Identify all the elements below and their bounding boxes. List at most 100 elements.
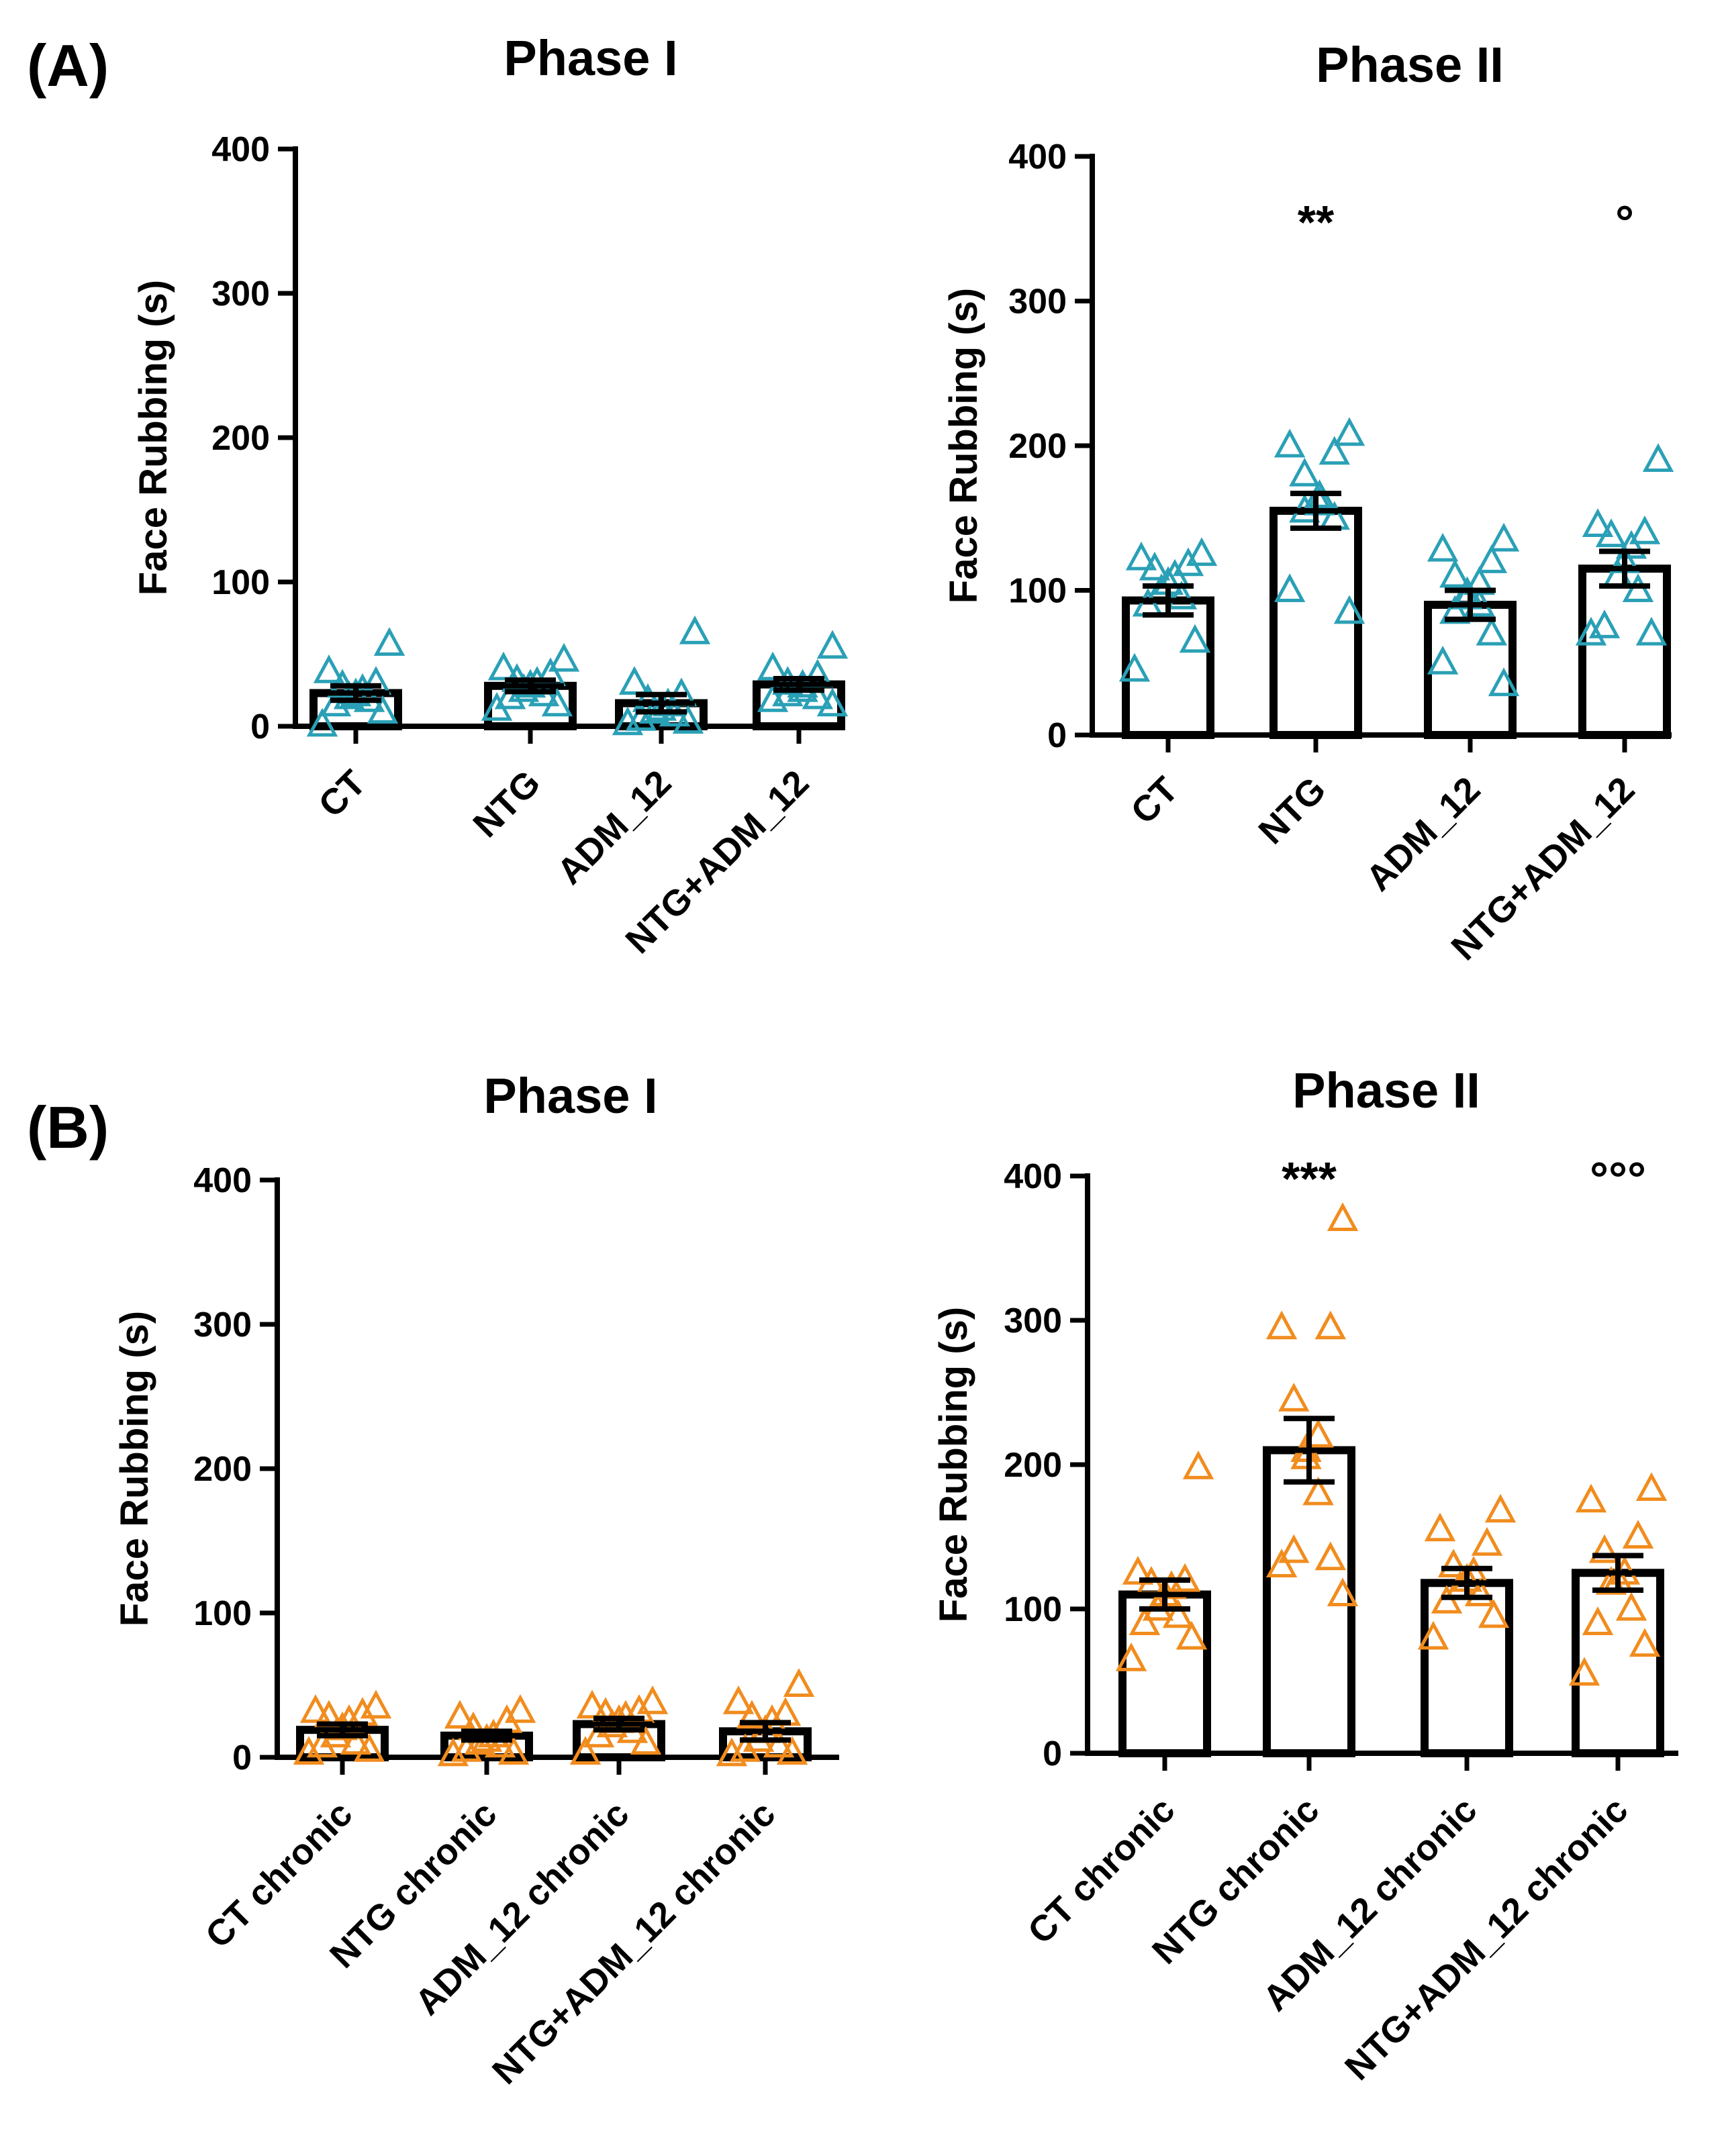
- y-tick-label: 400: [1008, 138, 1067, 177]
- data-point-triangle: [1314, 1310, 1347, 1340]
- chart-title: Phase II: [1316, 37, 1504, 93]
- data-point-triangle: [783, 1668, 815, 1697]
- data-point-triangle: [1488, 522, 1520, 552]
- data-point-triangle: [1635, 616, 1668, 646]
- data-point-triangle: [1595, 518, 1627, 548]
- data-point-triangle: [437, 1737, 469, 1767]
- data-point-triangle: [1588, 1534, 1621, 1563]
- data-point-triangle: [484, 1728, 516, 1758]
- y-tick-label: 300: [1004, 1302, 1062, 1340]
- chart-2: Phase II Face Rubbing (s) 0 100 200 300 400 CT N…: [942, 37, 1674, 968]
- data-point-triangle: [1302, 1418, 1334, 1448]
- category-label: ADM_12: [549, 763, 679, 892]
- data-point-triangle: [1582, 1606, 1614, 1635]
- data-point-triangle: [1125, 541, 1157, 571]
- data-point-triangle: [494, 680, 526, 709]
- data-point-triangle: [722, 1685, 755, 1714]
- data-point-triangle: [1265, 1310, 1298, 1340]
- data-point-triangle: [716, 1737, 748, 1767]
- data-point-triangle: [736, 1700, 768, 1729]
- data-point-triangle: [1476, 616, 1508, 646]
- data-point-triangle: [576, 1689, 608, 1719]
- y-tick-label: 200: [211, 419, 270, 458]
- bar: [1424, 601, 1517, 739]
- data-point-triangle: [729, 1733, 761, 1762]
- data-point-triangle: [1327, 1202, 1359, 1231]
- category-label: CT: [1123, 769, 1186, 832]
- data-point-triangle: [636, 1685, 669, 1714]
- y-axis-label: Face Rubbing (s): [113, 1311, 156, 1626]
- data-point-triangle: [360, 1689, 392, 1719]
- data-point-triangle: [504, 1694, 536, 1723]
- data-point-triangle: [763, 1728, 795, 1758]
- data-point-triangle: [645, 691, 677, 721]
- data-point-triangle: [1314, 1541, 1347, 1571]
- data-point-triangle: [679, 616, 711, 644]
- data-point-triangle: [1179, 624, 1211, 653]
- y-tick-label: 300: [211, 275, 270, 313]
- chart-title: Phase I: [504, 30, 677, 86]
- category-label: CT chronic: [198, 1794, 361, 1956]
- data-point-triangle: [1333, 417, 1365, 446]
- y-axis-label: Face Rubbing (s): [132, 280, 175, 595]
- data-point-triangle: [1622, 1520, 1654, 1549]
- significance-marker: ***: [1282, 1153, 1337, 1205]
- data-point-triangle: [1568, 1657, 1600, 1686]
- data-point-triangle: [306, 707, 338, 737]
- data-point-triangle: [1274, 428, 1306, 458]
- data-point-triangle: [757, 651, 789, 681]
- category-label: NTG: [1251, 769, 1333, 852]
- y-tick-label: 200: [1008, 427, 1067, 466]
- significance-marker: °°°: [1590, 1153, 1646, 1205]
- data-point-triangle: [1278, 1383, 1310, 1412]
- category-label: NTG+ADM_12 chronic: [1337, 1790, 1636, 2088]
- data-point-triangle: [1274, 573, 1306, 602]
- bar: [1572, 1569, 1664, 1757]
- data-point-triangle: [1427, 532, 1459, 562]
- data-point-triangle: [353, 1733, 385, 1762]
- charts-layer: Phase I Face Rubbing (s) 0 100 200 300 400 CT NT…: [113, 30, 1678, 2092]
- data-point-triangle: [1129, 1606, 1161, 1635]
- data-point-triangle: [1635, 1472, 1668, 1502]
- data-point-triangle: [1488, 667, 1520, 697]
- data-point-triangle: [757, 683, 789, 712]
- category-label: CT: [311, 763, 373, 825]
- data-point-triangle: [1265, 1549, 1298, 1577]
- y-tick-label: 100: [193, 1594, 252, 1633]
- data-point-triangle: [1417, 1620, 1449, 1650]
- data-point-triangle: [1115, 1643, 1147, 1671]
- y-tick-label: 300: [193, 1306, 252, 1344]
- y-tick-label: 400: [1004, 1157, 1062, 1196]
- y-tick-label: 0: [232, 1738, 252, 1777]
- data-point-triangle: [618, 666, 651, 695]
- data-point-triangle: [1439, 558, 1471, 588]
- significance-marker: **: [1298, 196, 1335, 248]
- y-tick-label: 100: [1004, 1590, 1062, 1629]
- panel-label-b: (B): [27, 1094, 109, 1161]
- data-point-triangle: [1290, 1440, 1322, 1469]
- panel-label-a: (A): [27, 32, 109, 99]
- data-point-triangle: [299, 1694, 332, 1723]
- category-label: NTG+ADM_12 chronic: [485, 1794, 783, 2092]
- data-point-triangle: [1333, 595, 1365, 624]
- data-point-triangle: [487, 651, 520, 681]
- category-label: ADM_12: [1358, 769, 1488, 899]
- data-point-triangle: [548, 642, 580, 672]
- data-point-triangle: [1118, 652, 1151, 682]
- data-point-triangle: [1165, 581, 1198, 609]
- data-point-triangle: [816, 687, 849, 717]
- data-point-triangle: [450, 1733, 483, 1762]
- data-point-triangle: [1278, 1534, 1310, 1563]
- data-point-triangle: [583, 1718, 615, 1748]
- bar: [1118, 1590, 1211, 1757]
- bar: [1122, 596, 1214, 740]
- data-point-triangle: [1588, 609, 1621, 638]
- data-point-triangle: [1439, 595, 1471, 624]
- data-point-triangle: [672, 705, 704, 734]
- data-point-triangle: [293, 1736, 325, 1765]
- chart-title: Phase II: [1292, 1063, 1480, 1118]
- data-point-triangle: [1172, 547, 1204, 577]
- y-tick-label: 0: [1047, 716, 1067, 755]
- bar: [1578, 565, 1671, 739]
